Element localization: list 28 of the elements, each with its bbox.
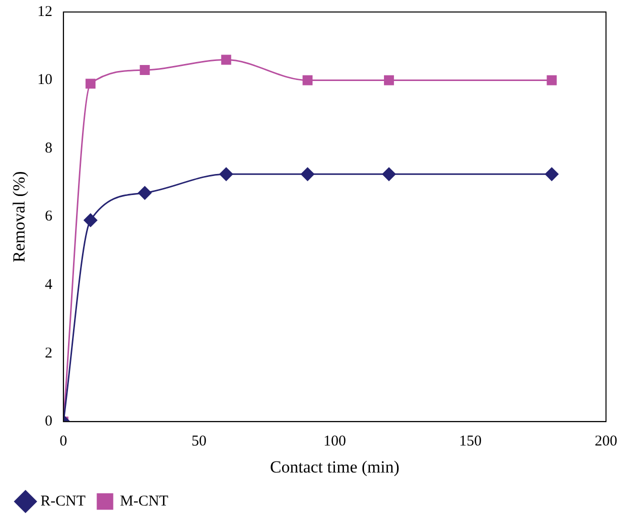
point	[544, 167, 558, 181]
point	[546, 75, 557, 86]
x-tick-label: 150	[459, 434, 482, 450]
point	[84, 213, 98, 227]
point	[384, 75, 394, 86]
x-tick-label: 100	[323, 434, 346, 450]
y-tick-label: 10	[37, 72, 52, 88]
point	[302, 75, 313, 86]
legend-label: R-CNT	[40, 493, 86, 510]
y-tick-label: 2	[44, 345, 52, 362]
y-tick-label: 8	[44, 140, 52, 156]
x-tick-label: 200	[594, 434, 618, 450]
point	[221, 54, 232, 65]
y-axis-title: Removal (%)	[10, 171, 29, 262]
legend-label: M-CNT	[120, 493, 168, 510]
y-tick-label: 6	[44, 208, 53, 225]
y-tick-label: 4	[44, 277, 53, 294]
x-axis-title: Contact time (min)	[270, 457, 400, 476]
point	[86, 78, 96, 89]
point	[300, 167, 314, 181]
point	[382, 167, 396, 181]
point	[219, 167, 233, 181]
x-tick-label: 50	[192, 434, 207, 450]
point	[138, 186, 152, 200]
y-tick-label: 12	[37, 4, 52, 20]
y-tick-label: 0	[44, 414, 52, 430]
point	[140, 65, 150, 76]
x-tick-label: 0	[60, 434, 68, 450]
